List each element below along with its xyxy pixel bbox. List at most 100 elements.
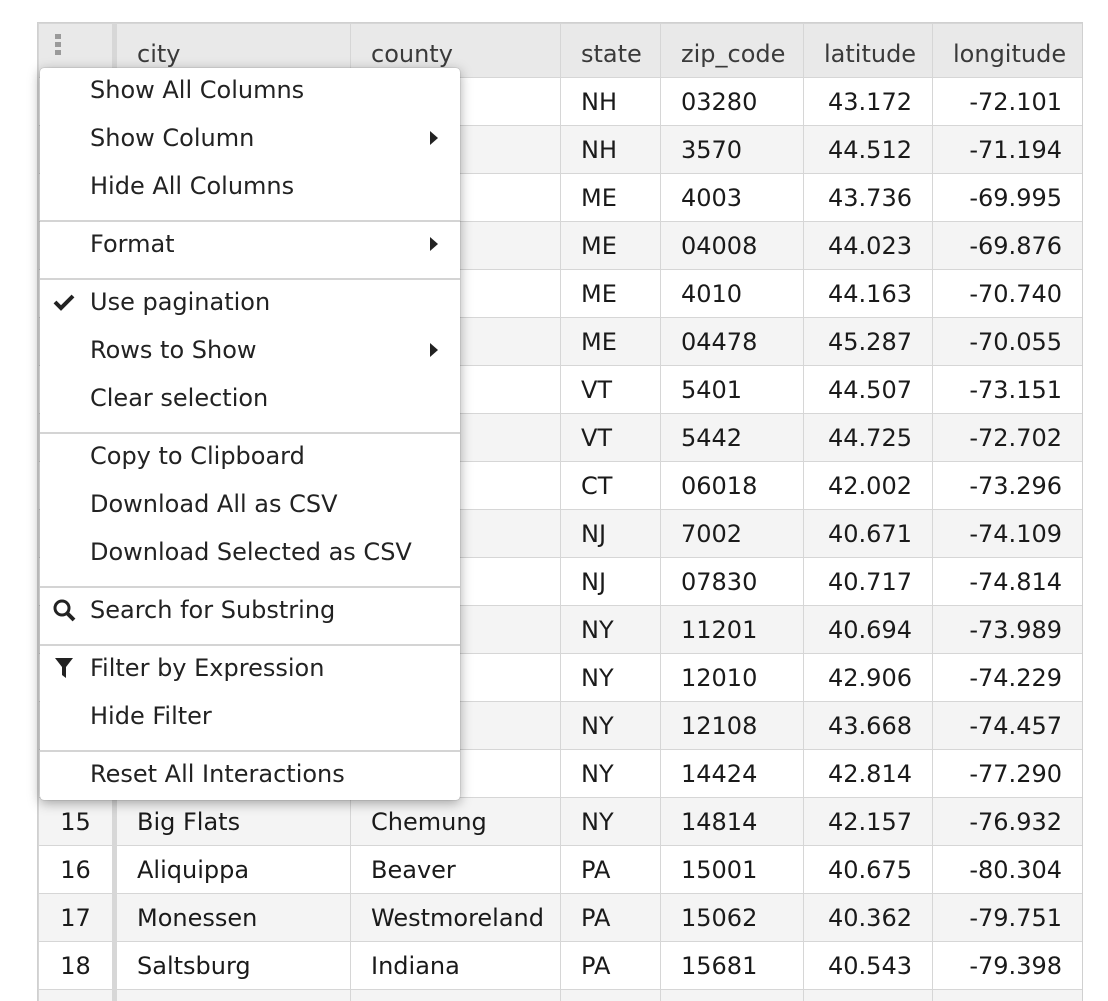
column-header-zip-code[interactable]: zip_code [661,24,804,78]
latitude-cell[interactable]: 44.023 [804,222,933,270]
zip-code-cell[interactable]: 04008 [661,222,804,270]
longitude-cell[interactable]: -69.876 [933,222,1083,270]
zip-code-cell[interactable]: 06018 [661,462,804,510]
menu-filter-expression[interactable]: Filter by Expression [40,646,460,690]
county-cell[interactable] [351,990,561,1001]
latitude-cell[interactable]: 44.512 [804,126,933,174]
zip-code-cell[interactable]: 14424 [661,750,804,798]
latitude-cell[interactable]: 40.675 [804,846,933,894]
latitude-cell[interactable]: 40.717 [804,558,933,606]
menu-rows-to-show[interactable]: Rows to Show [40,328,460,372]
column-header-longitude[interactable]: longitude [933,24,1083,78]
zip-code-cell[interactable]: 4010 [661,270,804,318]
menu-use-pagination[interactable]: Use pagination [40,280,460,324]
longitude-cell[interactable]: -79.751 [933,894,1083,942]
zip-code-cell[interactable]: 12108 [661,702,804,750]
row-index-cell[interactable]: 16 [39,846,115,894]
longitude-cell[interactable]: -73.989 [933,606,1083,654]
zip-code-cell[interactable]: 03280 [661,78,804,126]
table-row[interactable] [39,990,1083,1001]
zip-code-cell[interactable]: 7002 [661,510,804,558]
longitude-cell[interactable]: -73.296 [933,462,1083,510]
state-cell[interactable]: ME [561,318,661,366]
latitude-cell[interactable]: 43.172 [804,78,933,126]
menu-hide-all-columns[interactable]: Hide All Columns [40,164,460,208]
zip-code-cell[interactable]: 07830 [661,558,804,606]
row-index-cell[interactable]: 15 [39,798,115,846]
zip-code-cell[interactable]: 4003 [661,174,804,222]
longitude-cell[interactable]: -80.304 [933,846,1083,894]
county-cell[interactable]: Westmoreland [351,894,561,942]
zip-code-cell[interactable]: 5401 [661,366,804,414]
menu-hide-filter[interactable]: Hide Filter [40,694,460,738]
state-cell[interactable]: NY [561,606,661,654]
city-cell[interactable]: Monessen [115,894,351,942]
zip-code-cell[interactable]: 15062 [661,894,804,942]
state-cell[interactable]: VT [561,414,661,462]
state-cell[interactable]: ME [561,222,661,270]
latitude-cell[interactable]: 40.671 [804,510,933,558]
latitude-cell[interactable]: 42.814 [804,750,933,798]
latitude-cell[interactable]: 42.906 [804,654,933,702]
menu-download-all-csv[interactable]: Download All as CSV [40,482,460,526]
longitude-cell[interactable]: -71.194 [933,126,1083,174]
latitude-cell[interactable]: 42.002 [804,462,933,510]
latitude-cell[interactable]: 44.725 [804,414,933,462]
latitude-cell[interactable]: 40.362 [804,894,933,942]
zip-code-cell[interactable]: 04478 [661,318,804,366]
longitude-cell[interactable] [933,990,1083,1001]
longitude-cell[interactable]: -70.740 [933,270,1083,318]
state-cell[interactable] [561,990,661,1001]
state-cell[interactable]: NY [561,798,661,846]
longitude-cell[interactable]: -70.055 [933,318,1083,366]
latitude-cell[interactable]: 43.736 [804,174,933,222]
state-cell[interactable]: NY [561,654,661,702]
longitude-cell[interactable]: -72.702 [933,414,1083,462]
latitude-cell[interactable] [804,990,933,1001]
zip-code-cell[interactable]: 12010 [661,654,804,702]
state-cell[interactable]: NJ [561,510,661,558]
latitude-cell[interactable]: 43.668 [804,702,933,750]
latitude-cell[interactable]: 42.157 [804,798,933,846]
latitude-cell[interactable]: 45.287 [804,318,933,366]
zip-code-cell[interactable]: 5442 [661,414,804,462]
menu-reset-interactions[interactable]: Reset All Interactions [40,752,460,796]
menu-format[interactable]: Format [40,222,460,266]
row-index-cell[interactable]: 18 [39,942,115,990]
state-cell[interactable]: PA [561,846,661,894]
zip-code-cell[interactable]: 11201 [661,606,804,654]
zip-code-cell[interactable]: 15001 [661,846,804,894]
state-cell[interactable]: NH [561,126,661,174]
state-cell[interactable]: PA [561,894,661,942]
zip-code-cell[interactable]: 14814 [661,798,804,846]
row-index-cell[interactable]: 17 [39,894,115,942]
longitude-cell[interactable]: -79.398 [933,942,1083,990]
state-cell[interactable]: VT [561,366,661,414]
county-cell[interactable]: Chemung [351,798,561,846]
column-header-state[interactable]: state [561,24,661,78]
state-cell[interactable]: NY [561,750,661,798]
menu-show-column[interactable]: Show Column [40,116,460,160]
latitude-cell[interactable]: 44.507 [804,366,933,414]
column-header-latitude[interactable]: latitude [804,24,933,78]
latitude-cell[interactable]: 40.694 [804,606,933,654]
menu-download-selected-csv[interactable]: Download Selected as CSV [40,530,460,574]
city-cell[interactable]: Aliquippa [115,846,351,894]
longitude-cell[interactable]: -76.932 [933,798,1083,846]
menu-search-substring[interactable]: Search for Substring [40,588,460,632]
city-cell[interactable] [115,990,351,1001]
zip-code-cell[interactable] [661,990,804,1001]
state-cell[interactable]: PA [561,942,661,990]
state-cell[interactable]: CT [561,462,661,510]
city-cell[interactable]: Saltsburg [115,942,351,990]
state-cell[interactable]: NJ [561,558,661,606]
longitude-cell[interactable]: -73.151 [933,366,1083,414]
latitude-cell[interactable]: 40.543 [804,942,933,990]
longitude-cell[interactable]: -74.229 [933,654,1083,702]
menu-clear-selection[interactable]: Clear selection [40,376,460,420]
longitude-cell[interactable]: -77.290 [933,750,1083,798]
longitude-cell[interactable]: -69.995 [933,174,1083,222]
longitude-cell[interactable]: -74.814 [933,558,1083,606]
